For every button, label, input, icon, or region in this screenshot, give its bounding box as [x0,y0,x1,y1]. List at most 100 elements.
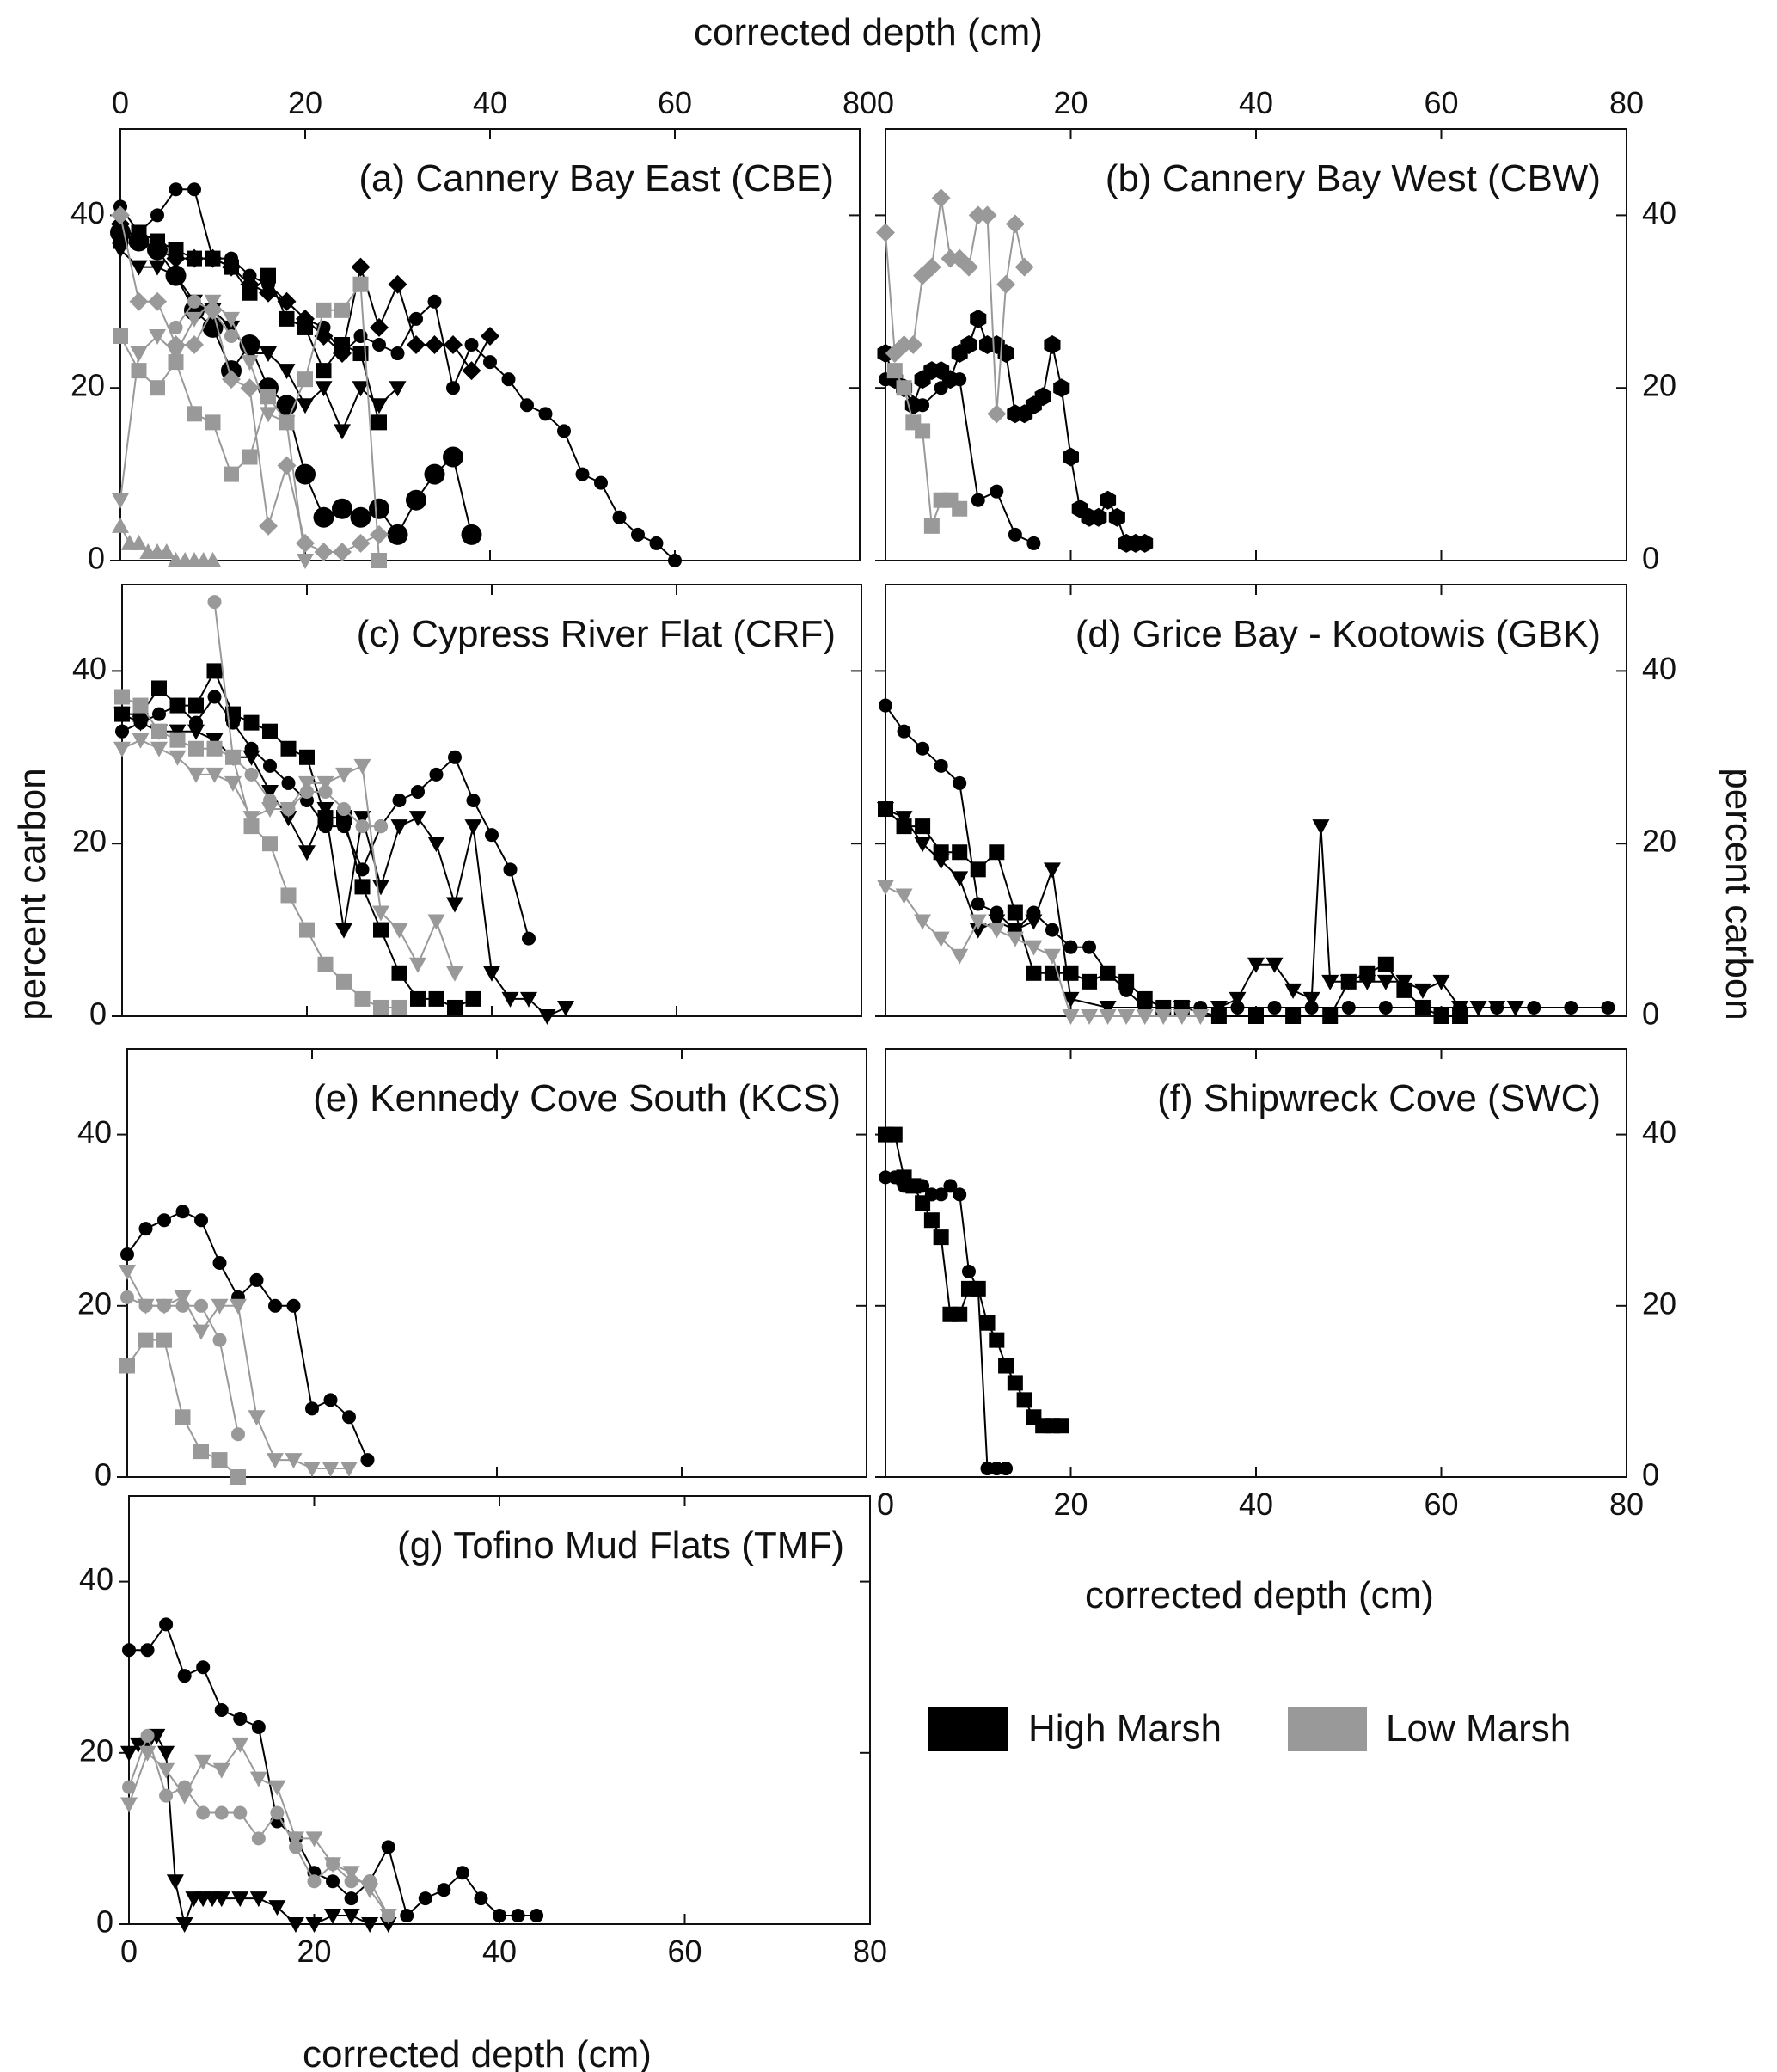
data-point [923,518,940,534]
data-point [951,871,969,887]
x-tick-label: 40 [1239,85,1273,120]
data-point [212,1762,230,1779]
data-point [1082,940,1097,954]
data-point [483,966,500,982]
data-point [361,1883,379,1899]
x-tick-label: 0 [877,1487,894,1522]
x-tick-label: 60 [658,85,692,120]
data-point [1414,999,1431,1015]
data-point [446,966,463,982]
data-point [298,775,316,792]
y-tick-label: 40 [70,195,105,230]
data-point [1322,1008,1339,1024]
legend-label-low-marsh: Low Marsh [1386,1707,1571,1750]
series-line [175,300,232,337]
bottom-x-axis-title-g: corrected depth (cm) [303,2033,652,2072]
data-point [187,182,201,197]
data-point [159,1617,174,1632]
data-point [214,1703,229,1717]
data-point [1304,1000,1319,1015]
data-point [932,854,950,870]
data-point [279,310,295,327]
data-point [557,1000,574,1016]
x-tick-label: 60 [667,1934,702,1969]
data-point [1045,923,1059,937]
x-tick-label: 20 [297,1934,331,1969]
data-point [896,380,912,396]
data-point [1377,956,1394,972]
data-point [1452,1008,1468,1024]
data-point [226,750,240,764]
data-point [389,381,407,397]
data-point [315,381,333,397]
data-point [212,1256,227,1270]
data-point [120,1797,138,1813]
y-tick-label: 20 [79,1732,113,1768]
data-point [969,914,987,930]
data-point [1265,957,1284,973]
x-tick-label: 40 [473,85,507,120]
data-point [132,715,150,732]
data-point [223,320,240,336]
data-point [244,767,259,782]
y-tick-label: 0 [1642,1457,1659,1493]
data-point [425,335,444,354]
data-point [140,1728,155,1743]
data-point [298,845,316,861]
data-point [334,337,350,352]
data-point [268,1900,286,1916]
y-tick-label: 0 [1642,996,1659,1032]
data-point [1376,974,1394,990]
y-tick-label: 40 [1642,651,1676,686]
data-point [953,1187,967,1202]
data-point [905,1178,922,1194]
data-point [951,948,969,965]
data-point [131,224,147,241]
data-point [305,1401,319,1416]
data-point [474,1891,488,1906]
data-point [1090,507,1107,527]
panel-title: (a) Cannery Bay East (CBE) [358,157,834,199]
data-point [575,467,590,481]
data-point [240,378,260,398]
series [112,517,222,567]
data-point [428,990,444,1007]
data-point [194,1754,212,1770]
data-point [370,317,389,337]
data-point [915,818,931,835]
data-point [267,1453,284,1469]
data-point [379,1917,397,1933]
data-point [130,534,148,550]
data-point [424,463,445,485]
data-point [668,554,682,567]
data-point [314,326,334,346]
data-point [1053,378,1070,398]
data-point [132,697,149,714]
data-point [204,552,222,567]
x-tick-label: 20 [1053,85,1088,120]
data-point [437,1883,451,1897]
data-point [169,697,186,714]
data-point [1285,1008,1302,1024]
data-point [406,489,426,511]
data-point [1284,983,1302,999]
data-point [1005,214,1025,234]
data-point [241,355,259,371]
data-point [1063,965,1079,981]
series-line [213,601,381,828]
data-point [1230,1000,1245,1015]
data-point [355,819,370,834]
data-point [931,188,951,208]
data-point [447,999,463,1015]
data-point [242,285,258,301]
data-point [332,498,352,519]
data-point [187,406,202,422]
data-point [1081,1009,1099,1025]
data-point [1192,1009,1210,1025]
data-point [334,302,350,318]
data-point [1339,974,1357,990]
data-point [231,1891,249,1908]
data-point [138,1745,156,1762]
data-point [242,449,258,465]
y-tick-label: 0 [1642,541,1659,576]
